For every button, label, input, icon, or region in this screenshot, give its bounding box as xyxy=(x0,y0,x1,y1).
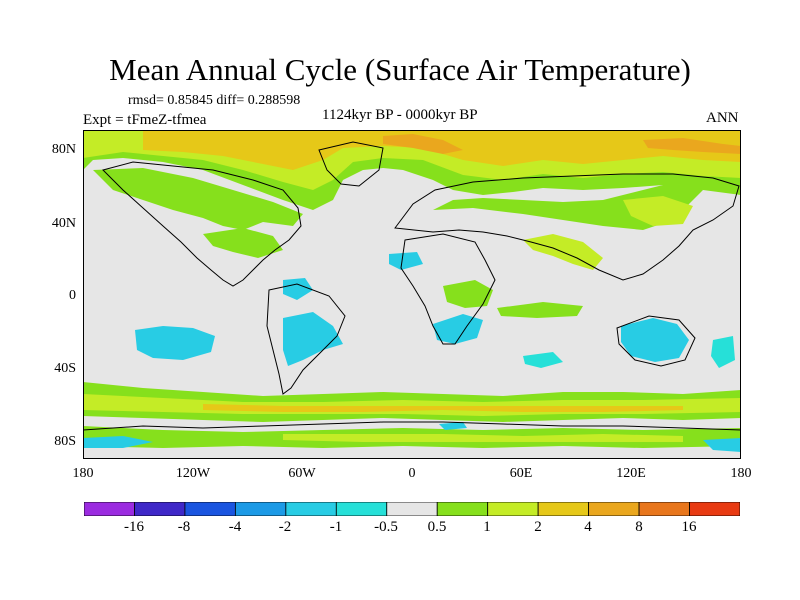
indian-ocean-green xyxy=(497,302,583,318)
colorbar xyxy=(84,502,740,516)
sea-cyan xyxy=(711,336,735,368)
africa-cyan xyxy=(389,252,423,270)
colorbar-swatch-10 xyxy=(588,502,640,516)
lon-tick-120e: 120E xyxy=(616,466,646,481)
lat-tick-0: 0 xyxy=(69,288,76,303)
lon-tick-180e: 180 xyxy=(730,466,752,481)
colorbar-swatch-8 xyxy=(487,502,539,516)
lon-tick-60e: 60E xyxy=(509,466,533,481)
lon-tick-0: 0 xyxy=(408,466,416,481)
experiment-label: Expt = tFmeZ-tfmea xyxy=(83,112,207,128)
colorbar-label-neg4: -4 xyxy=(228,519,242,535)
colorbar-swatch-2 xyxy=(184,502,236,516)
coastline-antarctica xyxy=(83,421,741,431)
colorbar-swatch-4 xyxy=(285,502,337,516)
colorbar-label-neg2: -2 xyxy=(278,519,292,535)
season-label: ANN xyxy=(706,110,739,126)
colorbar-label-2: 2 xyxy=(534,519,542,535)
coastline-africa xyxy=(400,233,496,345)
coastline-eurasia xyxy=(394,173,740,281)
pacific-cyan-patch xyxy=(135,326,215,360)
us-green-patch xyxy=(203,228,283,258)
colorbar-label-16: 16 xyxy=(681,519,697,535)
lon-tick-120w: 120W xyxy=(175,466,211,481)
chart-title: Mean Annual Cycle (Surface Air Temperatu… xyxy=(109,52,691,87)
africa-green-patch xyxy=(443,280,493,308)
colorbar-swatch-3 xyxy=(234,502,287,516)
lat-tick-80s: 80S xyxy=(54,434,76,449)
colorbar-label-neg05: -0.5 xyxy=(374,519,398,535)
coastline-australia xyxy=(616,315,696,367)
colorbar-swatch-6 xyxy=(386,502,438,516)
period-text: 1124kyr BP - 0000kyr BP xyxy=(322,107,478,123)
colorbar-swatch-11 xyxy=(638,502,690,516)
arctic-orange-patch xyxy=(383,134,741,154)
colorbar-swatch-12 xyxy=(689,502,740,516)
colorbar-label-neg1: -1 xyxy=(329,519,343,535)
colorbar-swatch-1 xyxy=(134,502,186,516)
south-indian-cyan xyxy=(523,352,563,368)
south-america-cyan xyxy=(283,312,343,366)
lat-tick-40s: 40S xyxy=(54,361,76,376)
coastlines xyxy=(83,141,741,431)
colorbar-swatch-7 xyxy=(436,502,489,516)
australia-cyan xyxy=(621,318,689,362)
antarctic-yellowgreen xyxy=(283,434,683,442)
caribbean-cyan xyxy=(283,278,313,300)
stats-text: rmsd= 0.85845 diff= 0.288598 xyxy=(128,93,301,108)
colorbar-label-05: 0.5 xyxy=(427,519,447,535)
coastline-north-america xyxy=(102,161,302,287)
colorbar-swatch-9 xyxy=(537,502,590,516)
central-asia-patch xyxy=(623,196,693,226)
lon-tick-60w: 60W xyxy=(288,466,316,481)
lat-tick-80n: 80N xyxy=(51,142,76,157)
colorbar-label-4: 4 xyxy=(584,519,592,535)
colorbar-label-1: 1 xyxy=(483,519,491,535)
colorbar-label-neg8: -8 xyxy=(177,519,191,535)
colorbar-label-8: 8 xyxy=(635,519,643,535)
coastline-south-america xyxy=(266,283,346,395)
map-frame xyxy=(83,130,741,459)
colorbar-label-neg16: -16 xyxy=(124,519,144,535)
lat-tick-40n: 40N xyxy=(51,216,76,231)
coastline-greenland xyxy=(318,141,384,187)
lon-tick-180w: 180 xyxy=(72,466,94,481)
colorbar-swatch-0 xyxy=(84,502,135,516)
north-america-green xyxy=(93,168,303,230)
temperature-anomaly-map xyxy=(83,130,741,459)
southern-yellow-band xyxy=(203,404,683,412)
colorbar-swatch-5 xyxy=(335,502,388,516)
